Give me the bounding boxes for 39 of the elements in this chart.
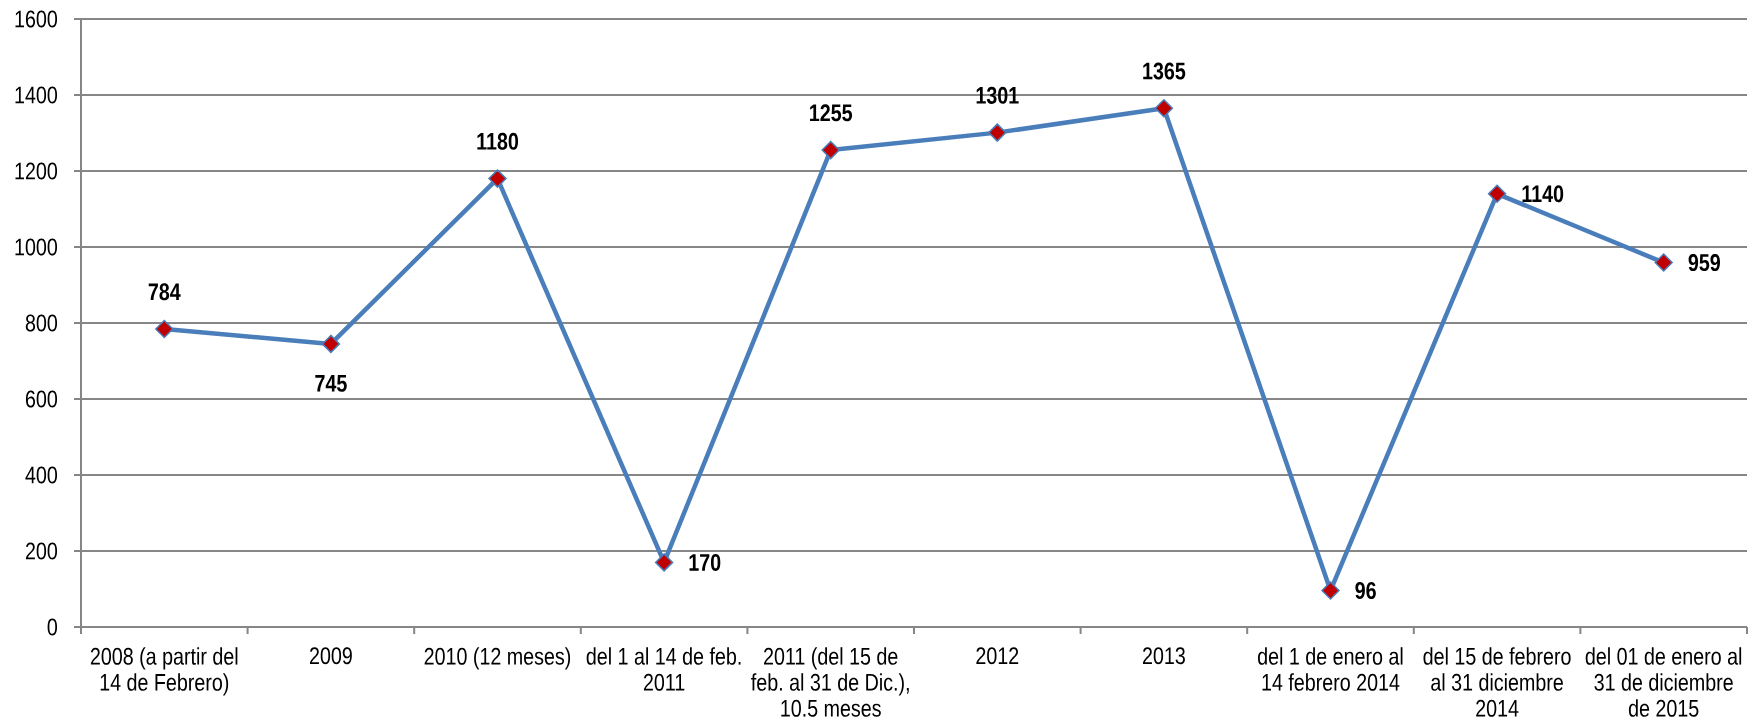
y-tick-label: 600 [25, 390, 58, 408]
x-tick-label: del 01 de enero al 31 de diciembre de 2015 [1585, 647, 1742, 717]
x-tick-label: 2008 (a partir del 14 de Febrero) [90, 647, 238, 696]
point [1321, 581, 1340, 600]
data-label: 1365 [1143, 62, 1186, 80]
point [1487, 184, 1507, 204]
x-tick-label: del 1 de enero al 14 febrero 2014 [1258, 647, 1403, 691]
data-label: 1140 [1522, 185, 1564, 203]
y-tick-label: 400 [25, 466, 58, 484]
x-tick-label: 2012 [976, 647, 1019, 665]
point [1654, 253, 1673, 272]
point [988, 123, 1007, 142]
point [821, 140, 840, 160]
point [155, 319, 174, 339]
y-tick-label: 1200 [15, 162, 58, 180]
data-label: 959 [1688, 254, 1720, 272]
y-tick-label: 1400 [15, 86, 58, 104]
point [321, 334, 341, 354]
y-tick-label: 800 [25, 314, 58, 332]
point [654, 553, 674, 572]
data-label: 784 [148, 283, 181, 301]
data-label: 1301 [976, 86, 1019, 104]
point [488, 169, 507, 188]
x-tick-label: 2009 [309, 647, 352, 665]
data-label: 1180 [477, 132, 519, 150]
y-tick-label: 0 [47, 618, 58, 636]
data-label: 170 [689, 553, 721, 571]
data-label: 96 [1355, 582, 1376, 600]
y-tick-label: 1000 [15, 238, 58, 256]
y-tick-label: 1600 [15, 10, 58, 28]
point [1154, 99, 1174, 118]
x-tick-label: 2010 (12 meses) [424, 647, 571, 670]
x-tick-label: del 15 de febrero al 31 diciembre 2014 [1423, 647, 1571, 717]
x-tick-label: 2011 (del 15 de feb. al 31 de Dic.), 10.5 meses [751, 647, 909, 717]
y-tick-label: 200 [25, 542, 58, 560]
data-label: 745 [315, 375, 347, 392]
data-label: 1255 [810, 104, 853, 122]
x-tick-label: del 1 al 14 de feb. 2011 [586, 647, 741, 691]
x-tick-label: 2013 [1142, 647, 1185, 665]
